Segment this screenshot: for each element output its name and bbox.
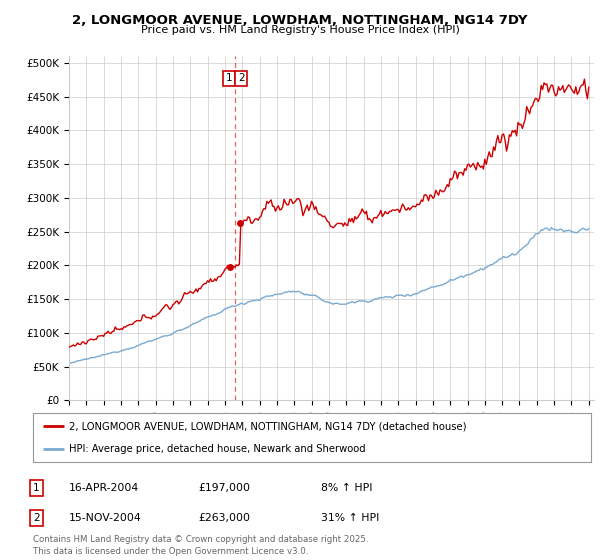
Text: 15-NOV-2004: 15-NOV-2004	[69, 513, 142, 523]
Text: £263,000: £263,000	[198, 513, 250, 523]
Text: 2, LONGMOOR AVENUE, LOWDHAM, NOTTINGHAM, NG14 7DY (detached house): 2, LONGMOOR AVENUE, LOWDHAM, NOTTINGHAM,…	[69, 421, 467, 431]
Text: Contains HM Land Registry data © Crown copyright and database right 2025.
This d: Contains HM Land Registry data © Crown c…	[33, 535, 368, 556]
Text: HPI: Average price, detached house, Newark and Sherwood: HPI: Average price, detached house, Newa…	[69, 444, 366, 454]
Text: 8% ↑ HPI: 8% ↑ HPI	[321, 483, 373, 493]
Text: 2, LONGMOOR AVENUE, LOWDHAM, NOTTINGHAM, NG14 7DY: 2, LONGMOOR AVENUE, LOWDHAM, NOTTINGHAM,…	[72, 14, 528, 27]
Text: 2: 2	[238, 73, 244, 83]
Text: 1: 1	[33, 483, 40, 493]
Text: 31% ↑ HPI: 31% ↑ HPI	[321, 513, 379, 523]
Text: 16-APR-2004: 16-APR-2004	[69, 483, 139, 493]
Text: 2: 2	[33, 513, 40, 523]
Text: 1: 1	[226, 73, 232, 83]
Text: £197,000: £197,000	[198, 483, 250, 493]
Text: Price paid vs. HM Land Registry's House Price Index (HPI): Price paid vs. HM Land Registry's House …	[140, 25, 460, 35]
